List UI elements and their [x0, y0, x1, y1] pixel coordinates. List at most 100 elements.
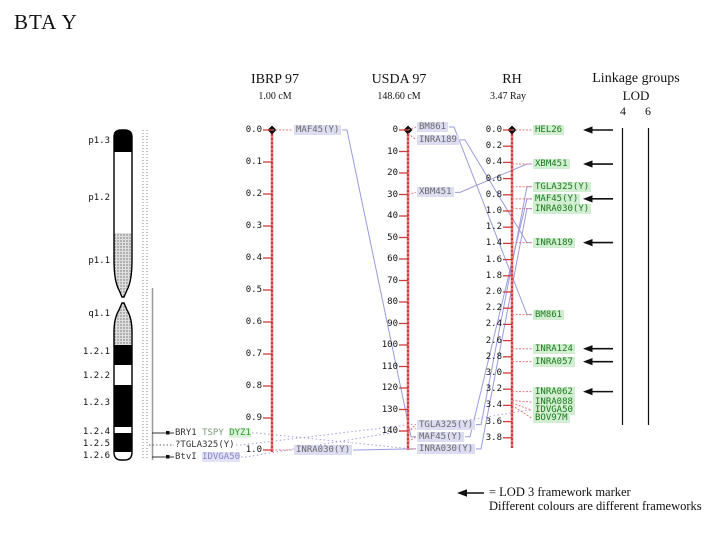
chromosome-band-p1.2	[114, 152, 132, 233]
marker-label-rh: BM861	[533, 309, 565, 320]
tick-label-ibrp: 0.1	[245, 157, 262, 167]
chromosome-marker-text: IDVGA50	[202, 452, 241, 462]
tick-label-rh: 3.0	[485, 368, 502, 378]
marker-label-usda: MAF45(Y)	[417, 431, 465, 442]
chromosome-band-1.2.1	[114, 345, 132, 365]
linkage-groups-header: Linkage groups	[592, 71, 680, 86]
tick-label-usda: 70	[387, 275, 398, 286]
legend-colours-text: Different colours are different framewor…	[489, 499, 702, 513]
tick-label-rh: 3.6	[485, 416, 502, 427]
marker-label-rh: INRA124	[533, 343, 575, 354]
marker-label-rh: HEL26	[533, 125, 565, 135]
marker-label-rh: INRA189	[533, 237, 575, 248]
column-header-ibrp: IBRP 97	[250, 72, 300, 87]
tick-label-usda: 90	[387, 318, 398, 329]
tick-label-rh: 1.0	[485, 206, 502, 216]
tick-label-ibrp: 0.3	[245, 221, 262, 231]
marker-connector	[407, 436, 417, 443]
band-label-p1.2: p1.2	[88, 193, 110, 203]
chromosome-band-q1.1	[114, 302, 132, 345]
chromosome-band-1.2.6	[114, 452, 132, 460]
chromosome-marker-text: BRY1	[175, 428, 203, 438]
column-subheader-ibrp: 1.00 cM	[258, 91, 292, 102]
chromosome-p-arm-outline	[113, 129, 133, 298]
tick-label-usda: 10	[387, 146, 398, 157]
marker-anchor-dot	[166, 431, 170, 435]
tick-label-usda: 50	[387, 232, 398, 243]
tick-label-usda: 110	[381, 361, 398, 372]
tick-label-rh: 1.4	[485, 238, 502, 249]
tick-label-rh: 3.2	[485, 384, 502, 395]
marker-label-usda: XBM451	[417, 187, 454, 198]
marker-connector	[407, 424, 417, 433]
tick-label-usda: 30	[387, 189, 398, 200]
column-header-rh: RH	[502, 72, 522, 87]
linkage-group-label-4: 4	[620, 104, 626, 118]
tick-label-usda: 60	[387, 254, 398, 264]
framework-arrow-icon	[583, 358, 593, 366]
tick-label-rh: 0.4	[485, 157, 502, 168]
marker-label-rh: BOV97M	[533, 413, 570, 424]
chromosome-marker-text: TSPY	[202, 428, 230, 438]
chromosome-marker-text: ?TGLA325(Y)	[175, 440, 235, 450]
tick-label-usda: 140	[381, 426, 398, 436]
tick-label-usda: 0	[392, 125, 398, 135]
tick-label-ibrp: 0.9	[245, 413, 262, 423]
lod-header: LOD	[622, 88, 650, 103]
column-subheader-rh: 3.47 Ray	[489, 91, 527, 102]
band-label-1.2.1: 1.2.1	[82, 347, 110, 357]
marker-connector	[511, 404, 533, 419]
tick-label-ibrp: 0.8	[245, 381, 262, 391]
legend-framework-text: = LOD 3 framework marker	[489, 485, 631, 499]
marker-label-ibrp: INRA030(Y)	[294, 445, 353, 455]
tick-label-rh: 2.8	[485, 351, 502, 362]
framework-arrow-icon	[583, 195, 593, 203]
tick-label-usda: 80	[387, 297, 398, 307]
marker-label-usda: TGLA325(Y)	[417, 419, 476, 430]
marker-connector	[511, 402, 533, 411]
marker-label-usda: INRA030(Y)	[417, 443, 476, 454]
framework-arrow-icon	[583, 126, 593, 134]
band-label-1.2.4: 1.2.4	[82, 427, 110, 437]
tick-label-usda: 100	[381, 340, 398, 350]
chromosome-ideogram	[114, 130, 132, 460]
tick-label-rh: 0.0	[485, 125, 502, 135]
tick-label-usda: 20	[387, 168, 398, 178]
tick-label-rh: 3.8	[485, 432, 502, 443]
homolog-connection-line	[342, 129, 416, 438]
band-label-p1.3: p1.3	[88, 136, 110, 146]
tick-label-rh: 0.6	[485, 173, 502, 184]
tick-label-rh: 2.0	[485, 287, 502, 297]
chromosome-marker-label-IDVGA50: BtvI IDVGA50	[175, 452, 241, 462]
framework-arrow-icon	[583, 238, 593, 247]
marker-anchor-dot	[166, 455, 170, 459]
homolog-connection-line	[353, 448, 416, 451]
marker-label-rh: INRA088	[533, 397, 575, 408]
marker-label-rh: INRA062	[533, 386, 575, 397]
marker-label-rh: TGLA325(Y)	[533, 181, 592, 192]
chromosome-q-arm-outline	[113, 302, 133, 461]
chromosome-band-p1.1	[114, 233, 132, 298]
tick-label-rh: 1.6	[485, 254, 502, 265]
marker-label-rh: INRA057	[533, 356, 575, 367]
tick-label-rh: 2.2	[485, 303, 502, 314]
band-label-1.2.6: 1.2.6	[82, 451, 110, 461]
marker-label-rh: MAF45(Y)	[533, 193, 581, 204]
marker-label-rh: INRA030(Y)	[533, 203, 592, 214]
marker-connector	[511, 400, 533, 403]
chromosome-marker-label-DYZ1row: BRY1 TSPY DYZ1	[175, 428, 251, 438]
chromosome-band-p1.3	[114, 130, 132, 152]
page-title: BTA Y	[14, 10, 78, 34]
chromosome-band-1.2.5	[114, 433, 132, 452]
framework-connection-line	[241, 409, 532, 458]
tick-label-rh: 3.4	[485, 400, 502, 411]
band-label-q1.1: q1.1	[88, 309, 110, 319]
tick-label-ibrp: 0.5	[245, 285, 262, 295]
marker-connector	[407, 448, 417, 450]
tick-label-rh: 1.8	[485, 270, 502, 281]
tick-label-rh: 1.2	[485, 222, 502, 233]
band-label-1.2.2: 1.2.2	[82, 371, 110, 381]
tick-label-ibrp: 0.7	[245, 349, 262, 359]
marker-label-rh: IDVGA50	[533, 405, 575, 416]
